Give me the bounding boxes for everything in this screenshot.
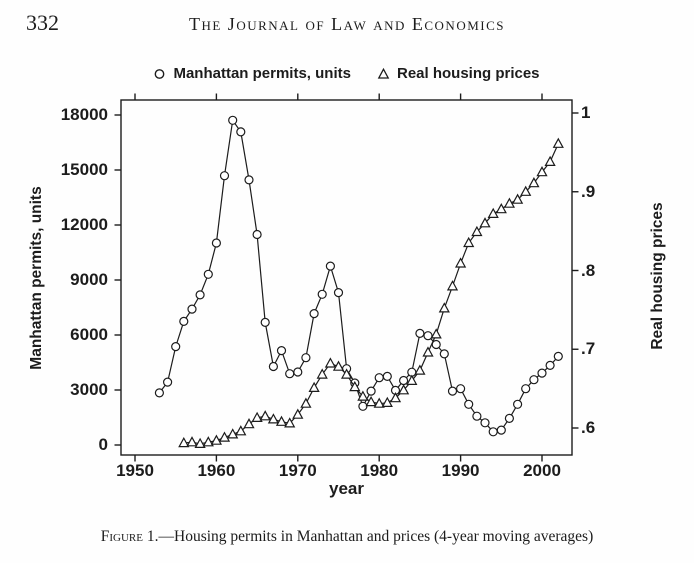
triangle-marker-icon (377, 67, 390, 79)
tick-label: 1 (581, 103, 591, 122)
tick-label: 1950 (116, 461, 154, 480)
tick-label: .9 (581, 181, 596, 201)
tick-label: .8 (581, 260, 596, 280)
x-axis-title: year (329, 479, 364, 498)
tick-label: 18000 (60, 105, 108, 124)
figure-caption: Figure 1.—Housing permits in Manhattan a… (0, 528, 694, 546)
prices-markers (178, 137, 564, 448)
tick-label: 1960 (197, 461, 236, 480)
tick-label: 3000 (70, 380, 108, 399)
axis-ticks (114, 93, 579, 462)
tick-label: .7 (581, 339, 596, 359)
tick-label: 15000 (60, 160, 108, 179)
tick-label: 2000 (523, 461, 561, 480)
journal-title: The Journal of Law and Economics (188, 14, 505, 34)
permits-markers (154, 115, 563, 437)
tick-label: 6000 (70, 325, 108, 344)
legend-label-prices: Real housing prices (396, 65, 540, 82)
caption-text: —Housing permits in Manhattan and prices… (158, 528, 594, 545)
circle-marker-icon (155, 69, 165, 79)
tick-label: 0 (98, 435, 108, 454)
caption-label: Figure 1. (100, 528, 159, 545)
legend-item-prices: Real housing prices (377, 65, 540, 82)
page-number: 332 (26, 10, 59, 35)
tick-label: .6 (581, 418, 596, 437)
tick-label: 12000 (60, 215, 108, 234)
tick-label: 1990 (441, 461, 480, 480)
chart-legend: Manhattan permits, units Real housing pr… (121, 65, 572, 82)
plot-frame (120, 99, 573, 456)
legend-item-permits: Manhattan permits, units (153, 65, 351, 82)
legend-label-permits: Manhattan permits, units (173, 65, 351, 82)
tick-label: 1980 (360, 461, 399, 480)
tick-label: 1970 (278, 461, 317, 480)
tick-label: 9000 (70, 270, 108, 289)
